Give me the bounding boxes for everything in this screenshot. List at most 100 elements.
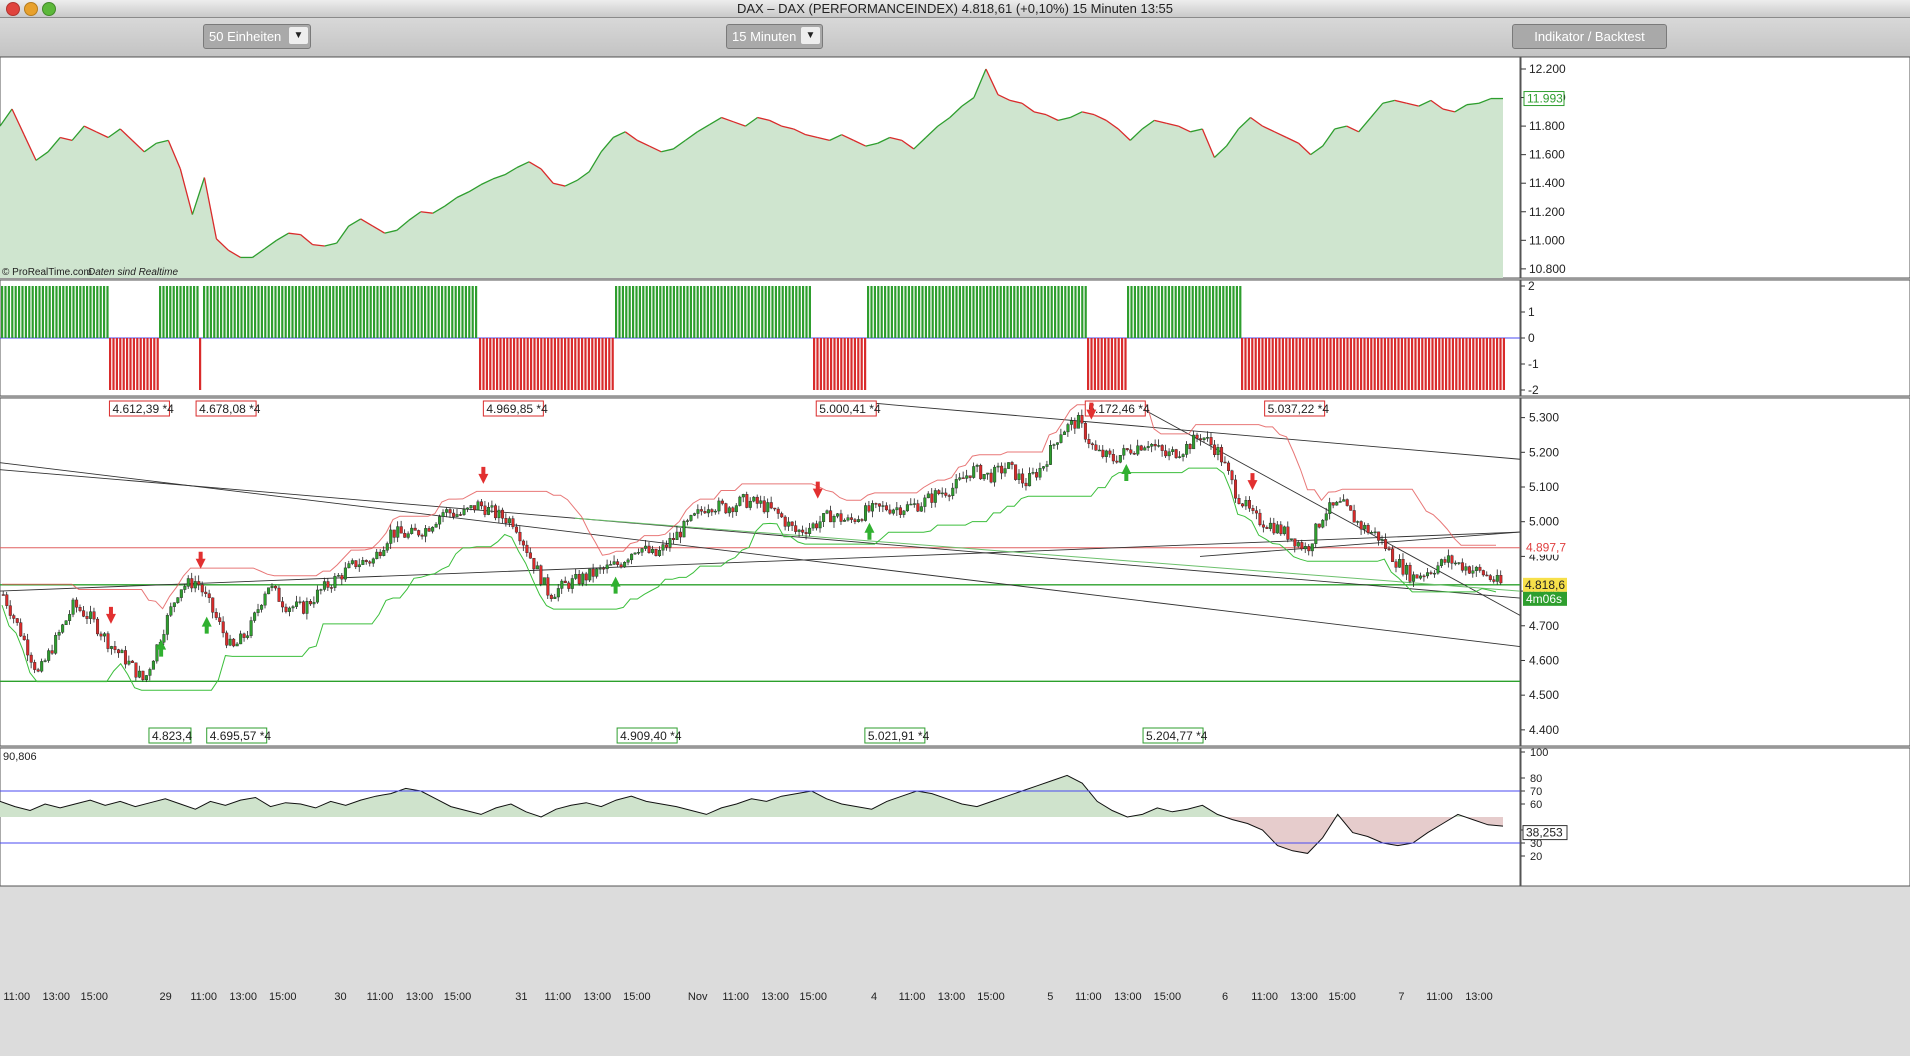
- trailing-stop-resistance: [2, 404, 1496, 610]
- signal-bar-up: [335, 286, 338, 338]
- candle-down: [916, 503, 920, 512]
- signal-bar-down: [577, 338, 580, 390]
- candle-up: [148, 669, 152, 676]
- timeframe-select[interactable]: 15 Minuten ▼: [726, 24, 823, 49]
- buy-arrow-icon: [610, 576, 621, 594]
- signal-bar-up: [1235, 286, 1238, 338]
- signal-bar-down: [1462, 338, 1465, 390]
- candle-up: [626, 559, 630, 563]
- area-line-segment: [179, 168, 194, 215]
- area-line-segment: [156, 139, 169, 144]
- area-line-segment: [1021, 102, 1035, 113]
- candle-up: [1202, 437, 1206, 440]
- signal-bar-up: [383, 286, 386, 338]
- candle-up: [103, 633, 107, 637]
- signal-bar-down: [1424, 338, 1427, 390]
- area-line-segment: [1225, 128, 1240, 147]
- candle-up: [1007, 462, 1011, 469]
- candle-up: [637, 552, 641, 554]
- signal-bar-down: [1387, 338, 1390, 390]
- candle-up: [1314, 523, 1318, 544]
- zoom-window-icon[interactable]: [42, 2, 56, 16]
- candle-down: [354, 560, 358, 568]
- candle-up: [162, 634, 166, 643]
- area-line-segment: [1478, 97, 1492, 104]
- signal-bar-up: [1127, 286, 1130, 338]
- area-line-segment: [805, 134, 818, 139]
- candle-down: [116, 649, 120, 654]
- area-line-segment: [372, 225, 386, 234]
- candle-up: [1324, 513, 1328, 521]
- candle-down: [302, 601, 306, 614]
- area-line-segment: [408, 211, 422, 221]
- candle-down: [326, 581, 330, 588]
- area-line-segment: [348, 218, 362, 227]
- close-window-icon[interactable]: [6, 2, 20, 16]
- signal-bar-up: [867, 286, 870, 338]
- candle-down: [1265, 527, 1269, 529]
- indicator-backtest-button[interactable]: Indikator / Backtest: [1512, 24, 1667, 49]
- candle-up: [1495, 575, 1499, 582]
- candle-down: [1139, 445, 1143, 451]
- candle-up: [389, 529, 393, 544]
- candle-down: [1199, 438, 1203, 440]
- signal-bar-down: [1315, 338, 1318, 390]
- signal-bar-down: [853, 338, 856, 390]
- units-select[interactable]: 50 Einheiten ▼: [203, 24, 311, 49]
- signal-bar-down: [1093, 338, 1096, 390]
- candle-down: [745, 494, 749, 508]
- x-axis-label: 13:00: [938, 991, 966, 1003]
- signal-bar-up: [1023, 286, 1026, 338]
- candle-up: [738, 496, 742, 506]
- candle-up: [1185, 444, 1189, 455]
- signal-bar-up: [1033, 286, 1036, 338]
- minimize-window-icon[interactable]: [24, 2, 38, 16]
- candle-down: [1094, 444, 1098, 451]
- area-line-segment: [1129, 128, 1143, 141]
- candle-up: [312, 601, 316, 605]
- signal-bar-up: [437, 286, 440, 338]
- area-line-segment: [684, 131, 698, 141]
- candle-down: [874, 503, 878, 505]
- signal-bar-up: [894, 286, 897, 338]
- signal-bar-up: [751, 286, 754, 338]
- signal-bar-down: [482, 338, 485, 390]
- candle-down: [5, 594, 9, 606]
- candle-down: [232, 638, 236, 647]
- signal-bar-up: [1067, 286, 1070, 338]
- countdown-box: [1523, 591, 1567, 606]
- trend-line: [0, 469, 1521, 599]
- signal-bar-up: [962, 286, 965, 338]
- candle-down: [511, 518, 515, 528]
- area-line-segment: [456, 191, 470, 199]
- candle-down: [1429, 572, 1433, 574]
- x-axis-label: 11:00: [1075, 991, 1102, 1003]
- area-line-segment: [1334, 125, 1347, 130]
- candle-up: [1045, 464, 1049, 467]
- candle-down: [1220, 447, 1224, 463]
- candle-up: [982, 474, 986, 480]
- signal-bar-down: [598, 338, 601, 390]
- signal-axis-tick-label: 2: [1528, 279, 1535, 293]
- candle-up: [47, 650, 51, 661]
- chart-toolbar: 50 Einheiten ▼ 15 Minuten ▼ Indikator / …: [0, 18, 1910, 57]
- signal-bar-down: [1438, 338, 1441, 390]
- area-line-segment: [252, 248, 265, 258]
- candle-down: [619, 564, 623, 568]
- signal-bar-down: [1275, 338, 1278, 390]
- candle-down: [473, 505, 477, 511]
- copyright-label: © ProRealTime.com: [2, 267, 92, 278]
- chevron-down-icon[interactable]: ▼: [289, 27, 308, 44]
- signal-bar-down: [1356, 338, 1359, 390]
- candle-up: [902, 510, 906, 515]
- signal-bar-up: [21, 286, 24, 338]
- candle-down: [221, 621, 225, 634]
- candle-down: [521, 540, 525, 546]
- chart-area[interactable]: 12.20012.00011.80011.60011.40011.20011.0…: [0, 57, 1910, 1056]
- signal-bar-up: [28, 286, 31, 338]
- signal-bar-down: [587, 338, 590, 390]
- chevron-down-icon[interactable]: ▼: [801, 27, 820, 44]
- signal-bar-down: [533, 338, 536, 390]
- candle-down: [665, 544, 669, 548]
- area-line-segment: [1117, 128, 1131, 141]
